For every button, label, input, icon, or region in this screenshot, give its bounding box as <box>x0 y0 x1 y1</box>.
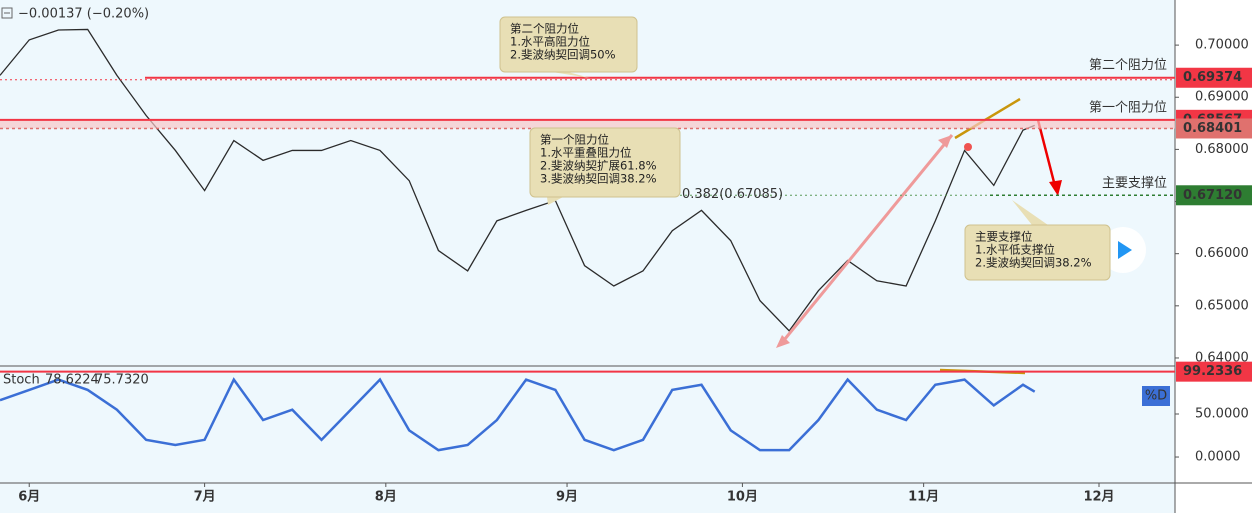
resistance-zone <box>0 119 1175 129</box>
level-box <box>1176 361 1252 382</box>
callout: 第一个阻力位1.水平重叠阻力位2.斐波纳契扩展61.8%3.斐波纳契回调38.2… <box>529 127 681 205</box>
x-tick-label: 7月 <box>194 490 216 505</box>
callout-box <box>499 16 638 73</box>
stoch-legend-value: 78.6224 <box>45 373 99 388</box>
level-box <box>1176 118 1252 139</box>
x-tick-label: 8月 <box>375 490 397 505</box>
callout-text: 1.水平低支撑位 <box>975 243 1055 257</box>
level-label: 第二个阻力位 <box>1089 58 1167 73</box>
x-tick-label: 11月 <box>908 490 939 505</box>
y-tick-label: 0.69000 <box>1195 90 1249 105</box>
callout-text: 2.斐波纳契回调38.2% <box>975 256 1092 270</box>
x-tick-label: 6月 <box>18 490 40 505</box>
callout-pointer <box>547 197 563 205</box>
level-label: 主要支撑位 <box>1102 176 1167 191</box>
collapse-icon[interactable] <box>1 7 13 19</box>
price-line <box>0 28 1035 332</box>
play-icon <box>1118 241 1132 259</box>
stoch-legend-value: 75.7320 <box>95 373 149 388</box>
y-tick-label: 0.0000 <box>1195 450 1241 465</box>
callout-pointer <box>552 72 590 78</box>
x-tick-label: 12月 <box>1083 490 1114 505</box>
series-box <box>1142 386 1170 406</box>
callout-text: 1.水平重叠阻力位 <box>540 146 631 160</box>
x-tick-label: 10月 <box>727 490 758 505</box>
header-change: −0.00137 (−0.20%) <box>18 7 149 22</box>
trend-arrow <box>778 134 954 346</box>
callout-pointer <box>1012 200 1048 225</box>
arrow-head <box>776 335 790 348</box>
y-tick-label: 50.0000 <box>1195 407 1249 422</box>
callout-text: 1.水平高阻力位 <box>510 35 590 49</box>
callout-text: 2.斐波纳契回调50% <box>510 48 616 62</box>
level-box <box>1176 185 1252 206</box>
level-label: 第一个阻力位 <box>1089 100 1167 115</box>
divergence-line <box>954 97 1021 140</box>
arrow-head <box>938 135 952 148</box>
down-arrow <box>1036 119 1058 191</box>
y-tick-label: 0.65000 <box>1195 298 1249 313</box>
plot <box>0 28 1036 452</box>
level-value: 0.69374 <box>1183 70 1242 85</box>
callout-box <box>529 127 681 198</box>
y-tick-label: 0.66000 <box>1195 246 1249 261</box>
y-tick-label: 0.70000 <box>1195 38 1249 53</box>
series-label: %D <box>1145 389 1167 404</box>
stoch-line <box>0 377 1036 452</box>
level-value: 99.2336 <box>1183 364 1242 379</box>
x-tick-label: 9月 <box>556 490 578 505</box>
stoch-title: Stoch <box>3 373 40 388</box>
callout-text: 主要支撑位 <box>975 230 1033 244</box>
callout-text: 2.斐波纳契扩展61.8% <box>540 159 657 173</box>
arrow-head <box>1049 180 1062 196</box>
y-tick-label: 0.68000 <box>1195 142 1249 157</box>
level-value: 0.68401 <box>1183 121 1242 136</box>
fib-label: 0.382(0.67085) <box>682 187 783 202</box>
callout-text: 第一个阻力位 <box>540 133 609 147</box>
callout-box <box>964 224 1111 281</box>
level-box <box>1176 67 1252 88</box>
level-value: 0.67120 <box>1183 188 1242 203</box>
callout-text: 第二个阻力位 <box>510 22 579 36</box>
marker <box>964 143 972 151</box>
callout-text: 3.斐波纳契回调38.2% <box>540 172 657 186</box>
